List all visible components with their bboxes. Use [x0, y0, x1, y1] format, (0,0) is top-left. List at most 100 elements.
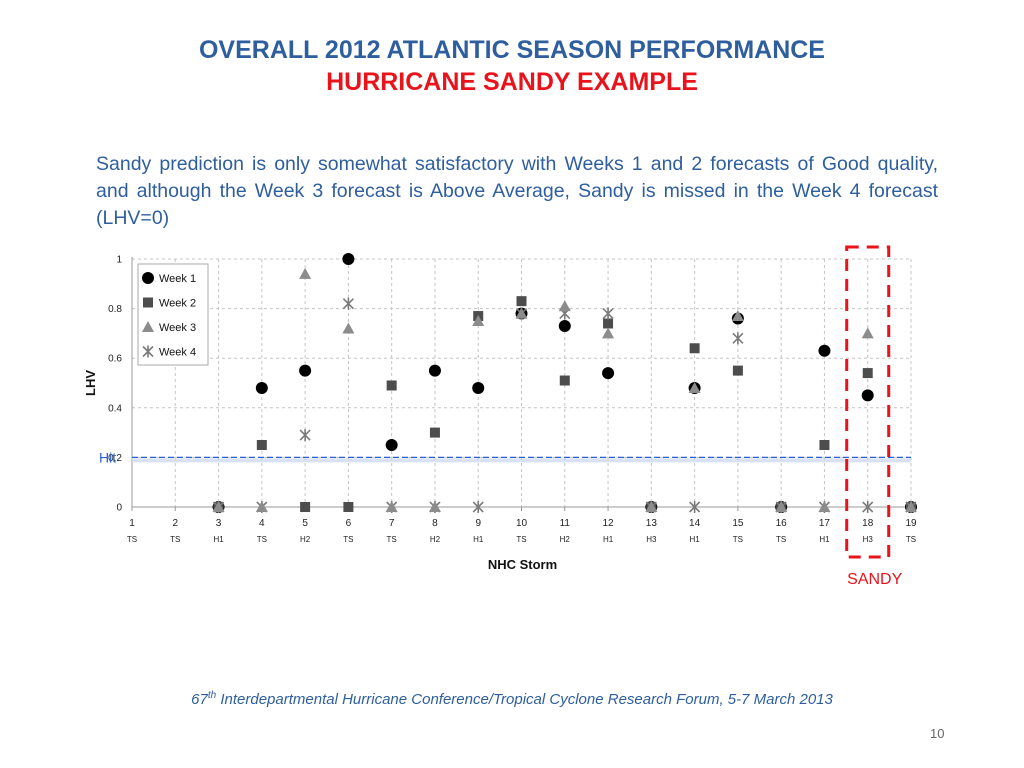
- week2-point: [300, 502, 311, 512]
- week2-point: [256, 440, 267, 450]
- y-tick-label: 0.6: [108, 354, 122, 365]
- slide-subtitle: HURRICANE SANDY EXAMPLE: [326, 68, 698, 96]
- hit-label: Hit: [99, 449, 116, 465]
- storm-category-label: TS: [906, 535, 916, 544]
- week2-point: [862, 368, 873, 379]
- week1-point: [558, 319, 571, 332]
- storm-category-label: H2: [430, 535, 441, 544]
- week3-point: [905, 501, 917, 512]
- week3-point: [472, 315, 485, 326]
- week3-point: [515, 307, 528, 319]
- week3-point: [602, 327, 615, 339]
- y-tick-label: 1: [116, 255, 122, 266]
- storm-category-label: H3: [863, 535, 874, 544]
- x-tick-label: 11: [560, 518, 571, 529]
- week2-point: [516, 296, 527, 307]
- x-tick-label: 8: [432, 518, 438, 529]
- x-tick-label: 15: [732, 518, 744, 529]
- y-tick-label: 0.4: [108, 403, 122, 414]
- x-tick-label: 6: [346, 518, 352, 529]
- week2-point: [603, 318, 614, 329]
- storm-category-label: TS: [127, 535, 137, 544]
- x-tick-label: 14: [689, 518, 701, 529]
- week4-point: [142, 345, 154, 358]
- week4-point: [602, 307, 614, 320]
- x-tick-label: 9: [475, 518, 481, 529]
- week3-point: [299, 267, 312, 279]
- storm-category-label: H1: [689, 535, 700, 544]
- storm-category-label: TS: [516, 535, 526, 544]
- storm-category-label: H2: [300, 535, 311, 544]
- storm-category-label: H2: [560, 535, 571, 544]
- week4-point: [472, 501, 484, 513]
- week2-point: [143, 297, 153, 308]
- week3-point: [428, 501, 441, 512]
- page-number: 10: [930, 726, 945, 741]
- week1-point: [299, 364, 312, 377]
- x-tick-label: 3: [216, 518, 222, 529]
- week3-point: [688, 381, 701, 393]
- week4-point: [689, 501, 701, 513]
- week3-point: [342, 322, 355, 334]
- sandy-highlight-box: [845, 245, 891, 559]
- week4-point: [299, 429, 311, 442]
- slide-title: OVERALL 2012 ATLANTIC SEASON PERFORMANCE: [198, 36, 825, 64]
- legend-entry-label: Week 2: [159, 298, 196, 310]
- week1-point: [428, 364, 441, 377]
- storm-category-label: TS: [343, 535, 353, 544]
- x-tick-label: 12: [602, 518, 614, 529]
- legend: Week 1 Week 2 Week 3 Week 4: [137, 263, 209, 366]
- week1-point: [861, 389, 874, 402]
- week2-point: [429, 427, 440, 438]
- week3-point: [861, 327, 874, 339]
- storm-category-label: H1: [473, 535, 484, 544]
- week2-point: [689, 343, 700, 354]
- week1-point: [818, 344, 831, 357]
- week2-point: [819, 440, 830, 450]
- x-tick-label: 7: [389, 518, 395, 529]
- week2-point: [732, 365, 743, 376]
- week4-point: [862, 501, 874, 513]
- footer-ordinal-suffix: th: [207, 690, 217, 701]
- week3-point: [731, 310, 744, 322]
- storm-category-label: TS: [257, 535, 267, 544]
- series-week-3: [212, 267, 917, 512]
- week3-point: [385, 501, 398, 512]
- footer-text: Interdepartmental Hurricane Conference/T…: [216, 691, 833, 708]
- x-axis-title: NHC Storm: [488, 557, 557, 572]
- x-tick-label: 5: [302, 518, 308, 529]
- storm-category-label: H1: [213, 535, 224, 544]
- week2-point: [386, 380, 397, 391]
- y-tick-label: 0.2: [108, 453, 122, 464]
- week1-point: [472, 381, 485, 394]
- storm-category-label: TS: [387, 535, 397, 544]
- y-tick-label: 0.8: [108, 304, 122, 315]
- week3-point: [775, 501, 788, 512]
- week1-point: [342, 253, 355, 265]
- week1-point: [255, 381, 268, 394]
- storm-category-label: H1: [819, 535, 830, 544]
- x-tick-label: 1: [129, 518, 135, 529]
- week4-point: [342, 297, 354, 310]
- week3-point: [818, 501, 831, 512]
- x-tick-label: 19: [905, 518, 917, 529]
- week3-point: [255, 501, 268, 512]
- week3-point: [645, 501, 658, 512]
- storm-category-label: TS: [733, 535, 743, 544]
- week2-point: [559, 375, 570, 386]
- legend-entry-label: Week 3: [159, 322, 196, 334]
- x-tick-label: 2: [172, 518, 178, 529]
- legend-entry-label: Week 4: [159, 347, 196, 359]
- week4-point: [732, 332, 744, 345]
- x-tick-label: 16: [776, 518, 788, 529]
- x-tick-label: 18: [862, 518, 874, 529]
- week3-point: [558, 300, 571, 312]
- y-tick-label: 0: [116, 503, 122, 514]
- description-paragraph: Sandy prediction is only somewhat satisf…: [96, 153, 938, 229]
- storm-category-label: H3: [646, 535, 657, 544]
- x-tick-label: 4: [259, 518, 265, 529]
- sandy-label: SANDY: [847, 571, 902, 588]
- footer-citation: 67th Interdepartmental Hurricane Confere…: [0, 690, 1024, 708]
- x-tick-label: 10: [516, 518, 528, 529]
